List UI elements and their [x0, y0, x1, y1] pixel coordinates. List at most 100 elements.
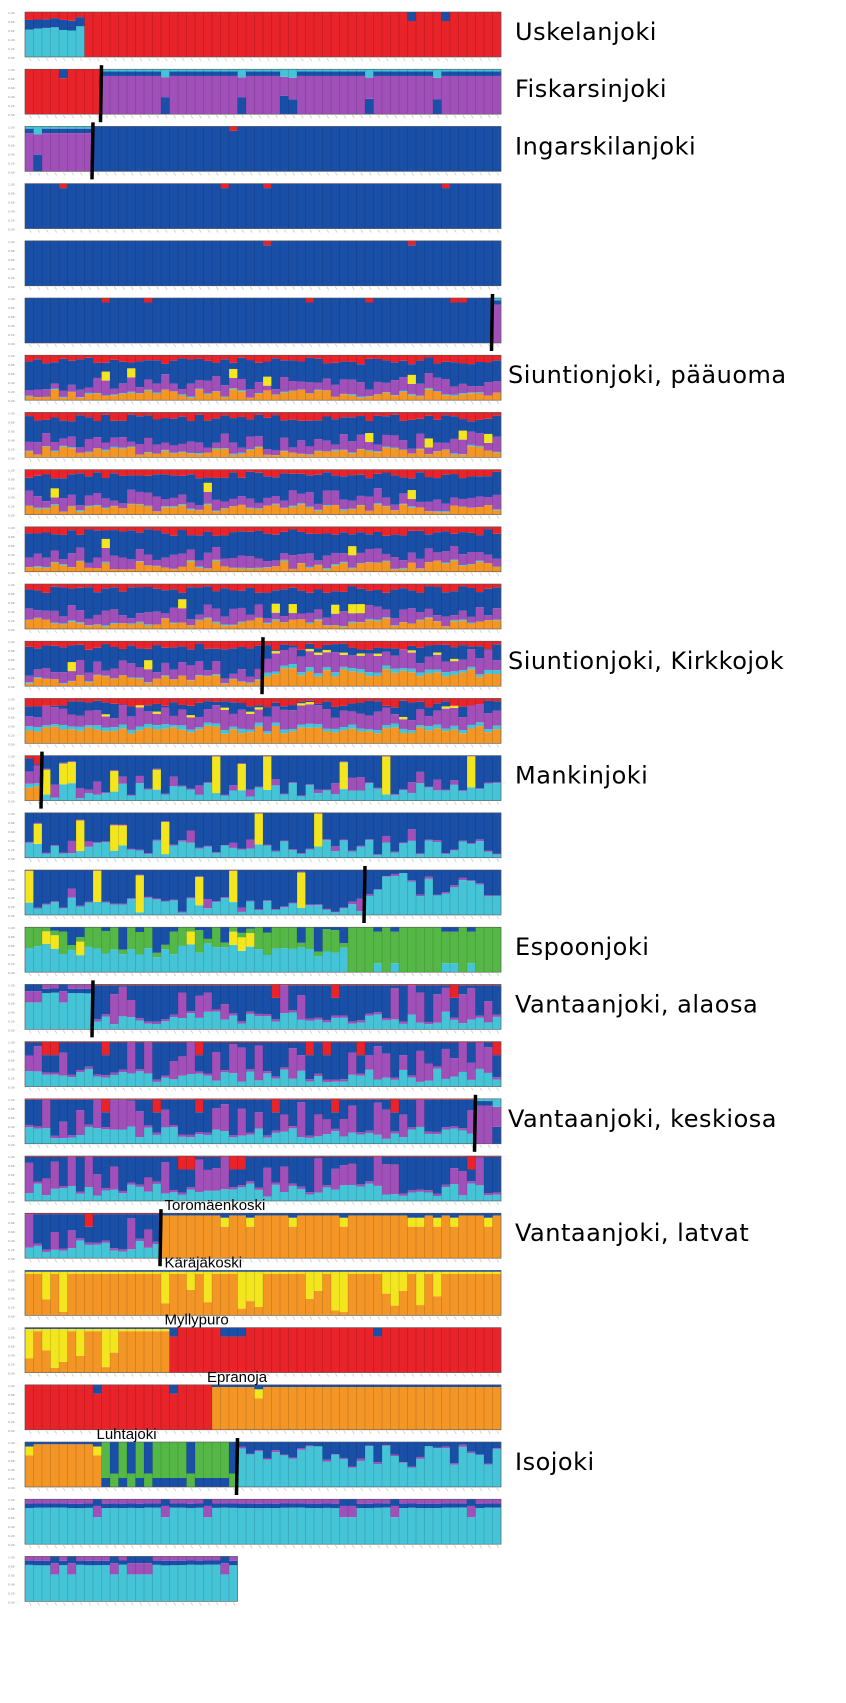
bar-segment [101, 449, 111, 451]
x-tick [114, 286, 117, 290]
bar-segment [339, 727, 349, 731]
x-tick [360, 515, 363, 519]
x-tick [454, 915, 457, 920]
bar-segment [475, 560, 485, 562]
x-tick [216, 172, 219, 176]
bar-segment [339, 669, 349, 687]
x-tick [63, 229, 66, 233]
bar-segment [135, 561, 145, 572]
bar-segment [280, 469, 289, 474]
x-tick [250, 572, 253, 576]
bar-segment [93, 698, 102, 701]
bar-segment [314, 812, 323, 814]
bar-segment [356, 183, 366, 229]
bar-segment [348, 298, 357, 343]
bar-segment [118, 508, 128, 515]
bar-segment [441, 21, 451, 57]
bar-segment [382, 707, 391, 726]
structure-row: 1.000.800.600.400.200.00 [8, 469, 502, 519]
structure-row: 1.000.800.600.400.200.00 [8, 869, 502, 920]
bar-segment [322, 440, 332, 452]
bar-segment [467, 666, 476, 670]
bar-segment [169, 453, 179, 458]
bar-segment [118, 448, 128, 458]
bar-segment [382, 842, 391, 858]
bar-segment [399, 622, 408, 629]
x-tick [139, 286, 142, 290]
bar-segment [441, 188, 451, 229]
x-tick [241, 687, 244, 691]
bar-segment [67, 133, 77, 172]
bar-segment [382, 298, 391, 343]
bar-segment [101, 507, 111, 509]
x-tick [54, 229, 57, 233]
bar-segment [271, 641, 281, 651]
bar-segment [59, 931, 68, 954]
bar-segment [135, 584, 145, 588]
bar-segment [373, 730, 383, 734]
bar-segment [458, 610, 468, 620]
bar-segment [25, 870, 34, 871]
bar-segment [161, 557, 170, 568]
bar-segment [450, 885, 459, 888]
x-tick [369, 458, 372, 462]
x-tick [335, 172, 338, 176]
bar-segment [59, 12, 68, 20]
x-tick [471, 515, 474, 519]
bar-segment [84, 505, 94, 507]
bar-segment [220, 794, 230, 796]
bar-segment [254, 680, 264, 687]
bar-segment [288, 645, 298, 648]
bar-segment [76, 510, 85, 512]
bar-segment [161, 450, 170, 458]
bar-segment [93, 448, 102, 458]
y-tick-label: 0.80 [8, 878, 15, 882]
bar-segment [42, 363, 51, 390]
bar-segment [416, 412, 425, 419]
bar-segment [161, 567, 170, 572]
x-tick [139, 343, 142, 348]
bar-segment [475, 419, 485, 434]
bar-segment [467, 444, 476, 447]
bar-segment [382, 876, 391, 877]
bar-segment [407, 698, 417, 703]
x-tick [148, 458, 151, 462]
x-tick [284, 572, 287, 576]
bar-segment [441, 870, 451, 893]
bar-segment [254, 393, 264, 394]
bar-segment [407, 412, 417, 420]
bar-segment [195, 379, 204, 389]
bar-segment [390, 648, 400, 656]
bar-segment [356, 434, 366, 449]
bar-segment [314, 676, 323, 687]
x-tick [360, 801, 363, 805]
x-tick [139, 744, 142, 748]
bar-segment [127, 729, 136, 734]
bar-segment [212, 71, 221, 76]
bar-segment [42, 584, 51, 593]
y-tick-label: 0.60 [8, 143, 15, 147]
bar-segment [322, 698, 332, 702]
bar-segment [84, 710, 94, 726]
bar-segment [76, 870, 85, 906]
x-tick [139, 515, 142, 519]
bar-segment [229, 388, 238, 390]
x-tick [403, 401, 406, 405]
bar-segment [280, 589, 289, 617]
structure-row: 1.000.800.600.400.200.00 [8, 583, 502, 634]
bar-segment [492, 895, 502, 915]
x-tick [411, 629, 414, 634]
bar-segment [186, 71, 196, 76]
bar-segment [127, 362, 136, 369]
bar-segment [67, 355, 77, 361]
x-tick [403, 687, 406, 691]
bar-segment [475, 446, 485, 458]
bar-segment [416, 418, 425, 434]
bar-segment [399, 728, 408, 733]
x-tick [428, 286, 431, 290]
bar-segment [220, 616, 230, 625]
bar-segment [314, 75, 323, 115]
bar-segment [322, 533, 332, 556]
bar-segment [458, 755, 468, 791]
bar-segment [424, 71, 434, 76]
